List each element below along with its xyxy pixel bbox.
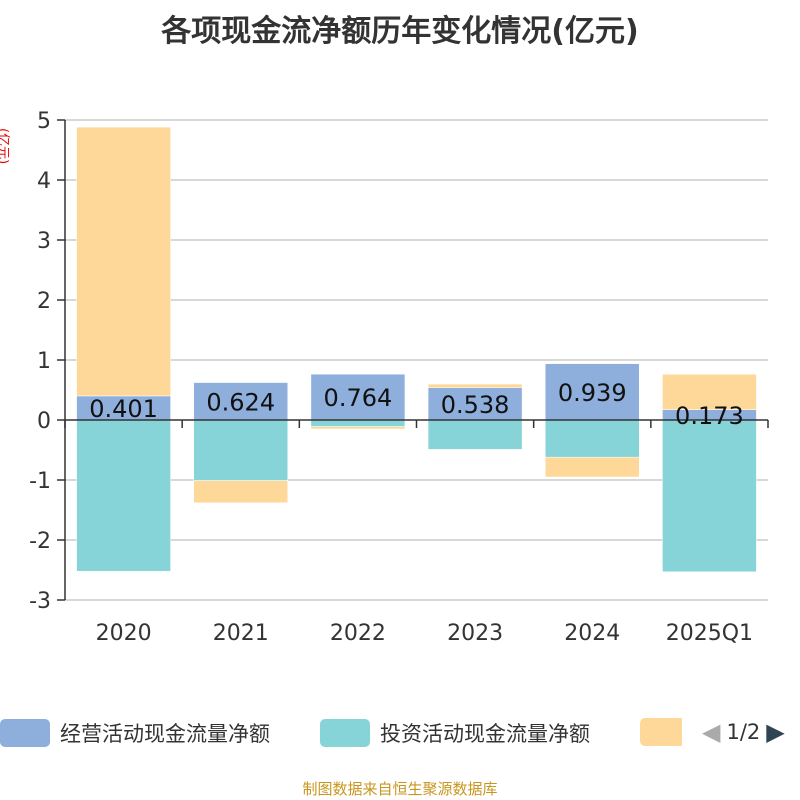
data-label: 0.538 (441, 391, 510, 419)
bar-2 (76, 126, 171, 397)
legend-label: 投资活动现金流量净额 (380, 722, 590, 746)
data-label: 0.939 (558, 379, 627, 407)
bar-0 (310, 373, 406, 421)
legend: 经营活动现金流量净额 投资活动现金流量净额 ◀ 1/2 ▶ (0, 718, 800, 752)
bar-1 (193, 419, 288, 481)
prev-page-icon[interactable]: ◀ (702, 718, 721, 746)
legend-swatch (0, 719, 50, 747)
legend-label: 经营活动现金流量净额 (60, 722, 270, 746)
legend-item-investing[interactable]: 投资活动现金流量净额 (320, 718, 590, 748)
legend-item-financing[interactable] (640, 718, 692, 746)
x-tick-label: 2021 (213, 621, 269, 646)
bar-1 (310, 419, 406, 427)
source-note: 制图数据来自恒生聚源数据库 (302, 780, 498, 798)
data-label: 0.173 (675, 402, 744, 430)
legend-pager: ◀ 1/2 ▶ (702, 718, 785, 746)
y-tick-label: 4 (37, 169, 51, 194)
y-tick-label: -3 (29, 589, 51, 614)
y-tick-label: 5 (37, 109, 51, 134)
y-tick-label: 0 (37, 409, 51, 434)
y-tick-label: 3 (37, 229, 51, 254)
next-page-icon[interactable]: ▶ (766, 718, 785, 746)
bar-2 (310, 426, 406, 430)
bar-2 (427, 383, 523, 388)
data-label: 0.764 (324, 384, 393, 412)
data-label: 0.624 (206, 388, 275, 416)
bar-2 (662, 373, 757, 410)
y-tick-label: -2 (29, 529, 51, 554)
bar-2 (193, 480, 288, 504)
chart-plot: 5 4 3 2 1 0 -1 -2 -3 2020 2021 2022 2023 2024 2025Q1 0.… (29, 109, 769, 646)
y-tick-label: 1 (37, 349, 51, 374)
page-indicator: 1/2 (726, 720, 761, 744)
legend-swatch (640, 718, 682, 746)
x-tick-label: 2024 (564, 621, 620, 646)
bar-1 (545, 419, 640, 458)
y-tick-label: 2 (37, 289, 51, 314)
bar-0 (76, 395, 171, 421)
bar-1 (76, 419, 171, 572)
y-tick-label: -1 (29, 469, 51, 494)
bar-0 (545, 363, 640, 421)
x-tick-label: 2025Q1 (666, 621, 753, 646)
x-tick-label: 2023 (447, 621, 503, 646)
x-tick-label: 2020 (96, 621, 152, 646)
bar-1 (427, 419, 523, 450)
bar-1 (662, 419, 757, 573)
data-label: 0.401 (89, 395, 158, 423)
x-tick-label: 2022 (330, 621, 386, 646)
chart-title: 各项现金流净额历年变化情况(亿元) (161, 14, 639, 49)
bar-0 (427, 387, 523, 421)
legend-item-operating[interactable]: 经营活动现金流量净额 (0, 718, 270, 748)
bar-2 (545, 456, 640, 478)
legend-swatch (320, 719, 370, 747)
bar-0 (193, 382, 288, 421)
